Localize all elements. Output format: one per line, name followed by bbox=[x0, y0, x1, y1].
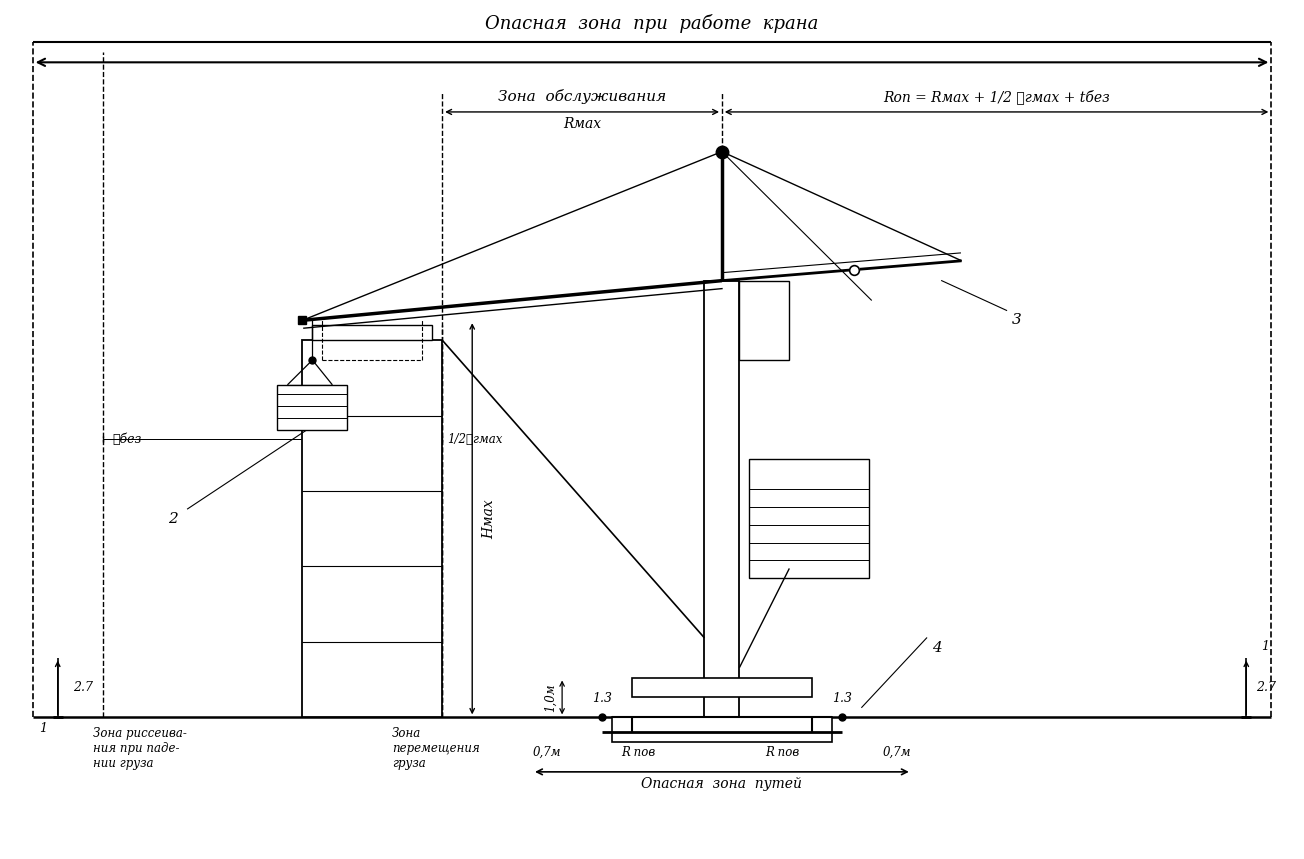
Text: bк: bк bbox=[704, 726, 720, 739]
Text: Hмаx: Hмаx bbox=[482, 499, 497, 539]
Bar bbox=[303, 340, 442, 717]
Text: 2.7: 2.7 bbox=[1256, 681, 1277, 694]
Text: Опасная  зона  при  работе  крана: Опасная зона при работе крана bbox=[485, 14, 819, 33]
Text: 2.7: 2.7 bbox=[73, 681, 93, 694]
Bar bbox=[704, 281, 739, 717]
Text: Rмаx: Rмаx bbox=[563, 117, 601, 131]
Text: 0,7м: 0,7м bbox=[883, 746, 911, 758]
Text: R пов: R пов bbox=[764, 746, 799, 758]
Text: Зона
перемещения
груза: Зона перемещения груза bbox=[393, 728, 480, 771]
Text: 0,7м: 0,7м bbox=[533, 746, 562, 758]
Text: Зона  обслуживания: Зона обслуживания bbox=[498, 89, 666, 104]
Text: 1.3: 1.3 bbox=[832, 692, 852, 705]
Text: Опасная  зона  путей: Опасная зона путей bbox=[642, 777, 802, 791]
Bar bbox=[632, 678, 812, 698]
Bar bbox=[278, 385, 347, 430]
Text: Rоп = Rмаx + 1/2 ℓгмаx + tбез: Rоп = Rмаx + 1/2 ℓгмаx + tбез bbox=[883, 89, 1110, 104]
Bar bbox=[739, 281, 789, 360]
Text: 1/2ℓгмаx: 1/2ℓгмаx bbox=[447, 433, 502, 446]
Text: 4: 4 bbox=[931, 641, 941, 655]
Text: 1,0м: 1,0м bbox=[544, 683, 557, 712]
Text: R пов: R пов bbox=[621, 746, 655, 758]
Bar bbox=[612, 717, 832, 742]
Text: ℓпп: ℓпп bbox=[741, 726, 763, 739]
Text: 1: 1 bbox=[39, 722, 47, 735]
Bar bbox=[313, 326, 432, 340]
Text: 3: 3 bbox=[1012, 314, 1021, 327]
Text: 1: 1 bbox=[1261, 640, 1269, 653]
Bar bbox=[750, 460, 870, 578]
Text: 1.3: 1.3 bbox=[592, 692, 612, 705]
Text: ℓбез: ℓбез bbox=[112, 433, 142, 446]
Text: 2: 2 bbox=[168, 512, 177, 526]
Text: Зона риссеива-
ния при паде-
нии груза: Зона риссеива- ния при паде- нии груза bbox=[93, 728, 186, 771]
